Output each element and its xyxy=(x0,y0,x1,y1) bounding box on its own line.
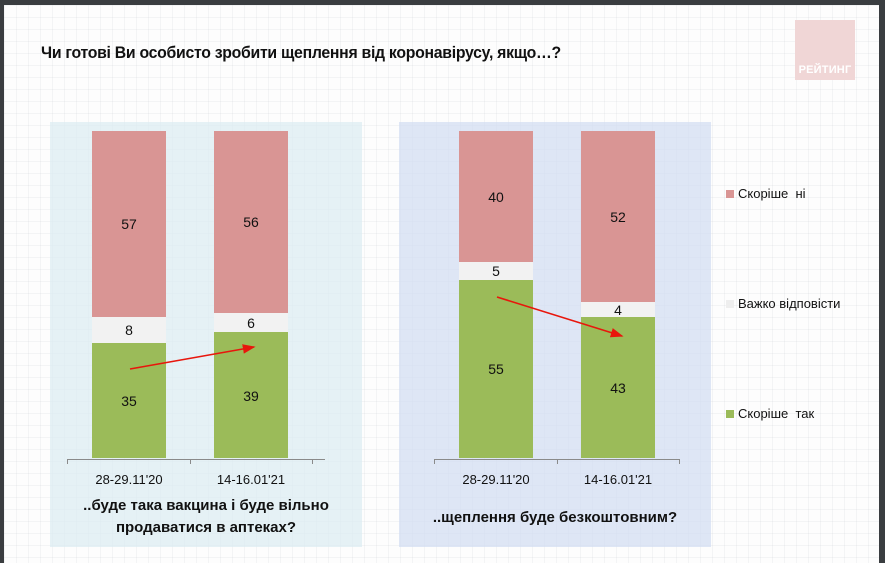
rating-logo: РЕЙТИНГ xyxy=(795,20,855,80)
x-label: 28-29.11'20 xyxy=(462,472,530,487)
axis-tick xyxy=(557,459,558,464)
bar-free-jan: 52 4 43 xyxy=(581,131,655,458)
legend-hard: Важко відповісти xyxy=(726,296,840,311)
axis-tick xyxy=(190,459,191,464)
segment-no: 52 xyxy=(581,131,655,302)
axis-tick xyxy=(312,459,313,464)
legend-yes: Скоріше так xyxy=(726,406,814,421)
panel-subtitle-pharmacy: ..буде така вакцина і буде вільно продав… xyxy=(83,497,329,536)
x-label: 28-29.11'20 xyxy=(95,472,163,487)
segment-yes: 55 xyxy=(459,280,533,458)
x-label: 14-16.01'21 xyxy=(583,472,653,487)
legend-swatch-yes xyxy=(726,409,734,418)
panel-subtitle-free: ..щеплення буде безкоштовним? xyxy=(432,509,678,526)
bar-free-nov: 40 5 55 xyxy=(459,131,533,458)
x-axis-left xyxy=(67,459,325,460)
axis-tick xyxy=(434,459,435,464)
arrow-up-icon xyxy=(129,344,256,370)
segment-no: 57 xyxy=(92,131,166,317)
axis-tick xyxy=(67,459,68,464)
segment-hard: 8 xyxy=(92,317,166,343)
x-label: 14-16.01'21 xyxy=(216,472,286,487)
chart-title: Чи готові Ви особисто зробити щеплення в… xyxy=(41,43,561,62)
bar-pharmacy-jan: 56 6 39 xyxy=(214,131,288,458)
segment-yes: 43 xyxy=(581,317,655,458)
segment-yes: 35 xyxy=(92,343,166,458)
arrow-down-icon xyxy=(496,296,624,338)
legend-no: Скоріше ні xyxy=(726,186,806,201)
legend-swatch-hard xyxy=(726,299,734,308)
panel-free xyxy=(399,122,711,547)
trend-arrows xyxy=(129,296,624,370)
segment-hard: 5 xyxy=(459,262,533,280)
logo-text: РЕЙТИНГ xyxy=(798,64,852,76)
segment-no: 40 xyxy=(459,131,533,262)
bar-pharmacy-nov: 57 8 35 xyxy=(92,131,166,458)
legend-swatch-no xyxy=(726,189,734,198)
axis-tick xyxy=(679,459,680,464)
slide: Чи готові Ви особисто зробити щеплення в… xyxy=(4,5,879,563)
segment-hard: 6 xyxy=(214,313,288,332)
segment-no: 56 xyxy=(214,131,288,313)
segment-hard: 4 xyxy=(581,302,655,318)
